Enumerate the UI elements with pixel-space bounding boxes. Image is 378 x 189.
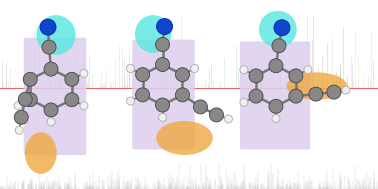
Circle shape: [175, 88, 189, 102]
FancyBboxPatch shape: [240, 41, 310, 149]
Circle shape: [156, 19, 172, 35]
Circle shape: [155, 98, 170, 112]
Circle shape: [249, 69, 263, 83]
Circle shape: [136, 88, 150, 102]
Circle shape: [40, 19, 56, 35]
Circle shape: [14, 110, 28, 124]
Circle shape: [42, 40, 56, 54]
Circle shape: [15, 126, 23, 134]
Circle shape: [80, 69, 88, 77]
Circle shape: [127, 97, 135, 105]
Circle shape: [65, 72, 79, 86]
Circle shape: [47, 118, 55, 126]
Circle shape: [194, 100, 208, 114]
Circle shape: [44, 103, 58, 117]
Ellipse shape: [135, 15, 171, 53]
Circle shape: [80, 102, 88, 110]
Circle shape: [158, 113, 167, 121]
Circle shape: [14, 102, 22, 110]
Circle shape: [65, 93, 79, 107]
FancyBboxPatch shape: [132, 40, 195, 149]
Circle shape: [274, 20, 290, 36]
Circle shape: [269, 59, 283, 73]
Circle shape: [18, 92, 32, 106]
Circle shape: [249, 89, 263, 103]
Ellipse shape: [36, 15, 76, 55]
Circle shape: [191, 64, 198, 73]
Circle shape: [155, 57, 170, 71]
Ellipse shape: [259, 11, 297, 48]
Circle shape: [44, 62, 58, 76]
Circle shape: [272, 39, 286, 53]
Ellipse shape: [156, 121, 213, 155]
Circle shape: [209, 108, 223, 122]
Circle shape: [23, 93, 37, 107]
Circle shape: [23, 72, 37, 86]
Circle shape: [342, 86, 350, 94]
Circle shape: [304, 66, 312, 74]
Circle shape: [327, 85, 341, 99]
Circle shape: [289, 69, 303, 83]
Circle shape: [136, 68, 150, 82]
Circle shape: [175, 68, 189, 82]
Circle shape: [127, 64, 135, 73]
FancyBboxPatch shape: [24, 38, 86, 155]
Ellipse shape: [25, 132, 57, 174]
Circle shape: [225, 115, 232, 123]
Circle shape: [309, 87, 323, 101]
Circle shape: [240, 98, 248, 106]
Circle shape: [240, 66, 248, 74]
Circle shape: [289, 89, 303, 103]
Circle shape: [269, 99, 283, 113]
Ellipse shape: [287, 72, 347, 100]
Circle shape: [272, 115, 280, 122]
Circle shape: [155, 38, 170, 52]
